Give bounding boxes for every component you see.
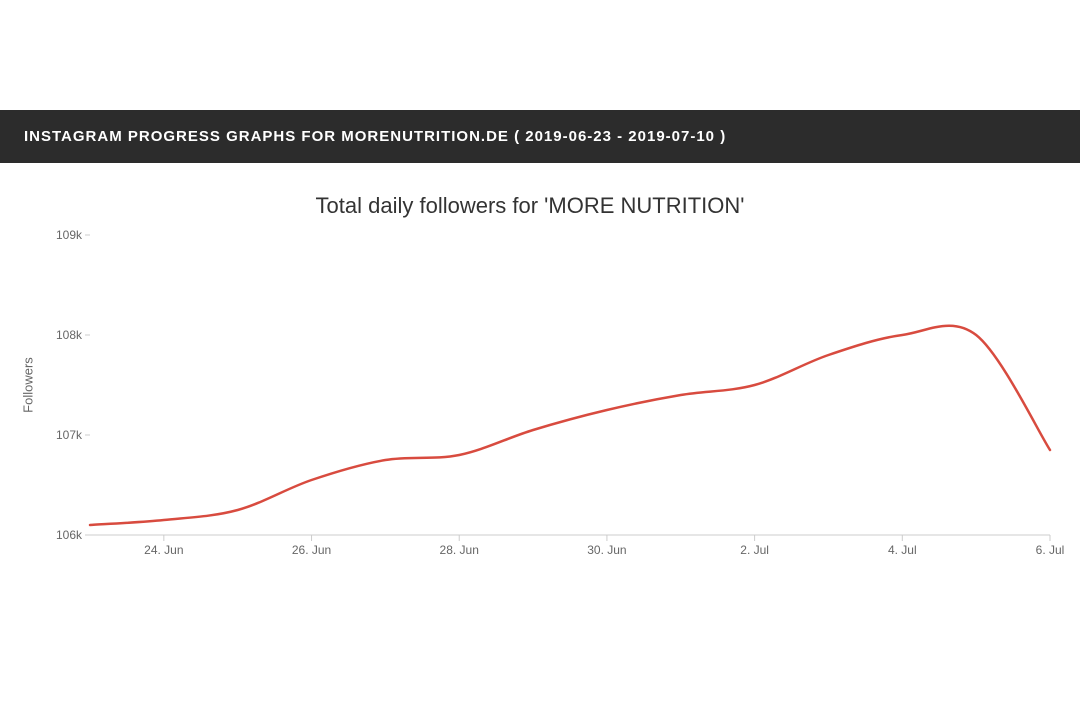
- header-bar: INSTAGRAM PROGRESS GRAPHS FOR MORENUTRIT…: [0, 110, 1080, 163]
- header-title: INSTAGRAM PROGRESS GRAPHS FOR MORENUTRIT…: [24, 128, 726, 145]
- y-tick-label: 107k: [56, 428, 82, 442]
- x-tick-label: 28. Jun: [440, 543, 479, 557]
- chart-plot-area: Followers 106k107k108k109k24. Jun26. Jun…: [90, 235, 1050, 535]
- x-tick-label: 30. Jun: [587, 543, 626, 557]
- x-tick-label: 4. Jul: [888, 543, 917, 557]
- x-tick-label: 26. Jun: [292, 543, 331, 557]
- chart-container: Total daily followers for 'MORE NUTRITIO…: [0, 163, 1080, 555]
- y-tick-label: 106k: [56, 528, 82, 542]
- line-chart-svg: [90, 235, 1050, 535]
- y-tick-label: 108k: [56, 328, 82, 342]
- x-tick-label: 6. Jul: [1036, 543, 1065, 557]
- followers-line: [90, 326, 1050, 525]
- x-tick-label: 24. Jun: [144, 543, 183, 557]
- x-tick-label: 2. Jul: [740, 543, 769, 557]
- chart-title: Total daily followers for 'MORE NUTRITIO…: [20, 193, 1040, 219]
- y-axis-label: Followers: [21, 357, 36, 413]
- y-tick-label: 109k: [56, 228, 82, 242]
